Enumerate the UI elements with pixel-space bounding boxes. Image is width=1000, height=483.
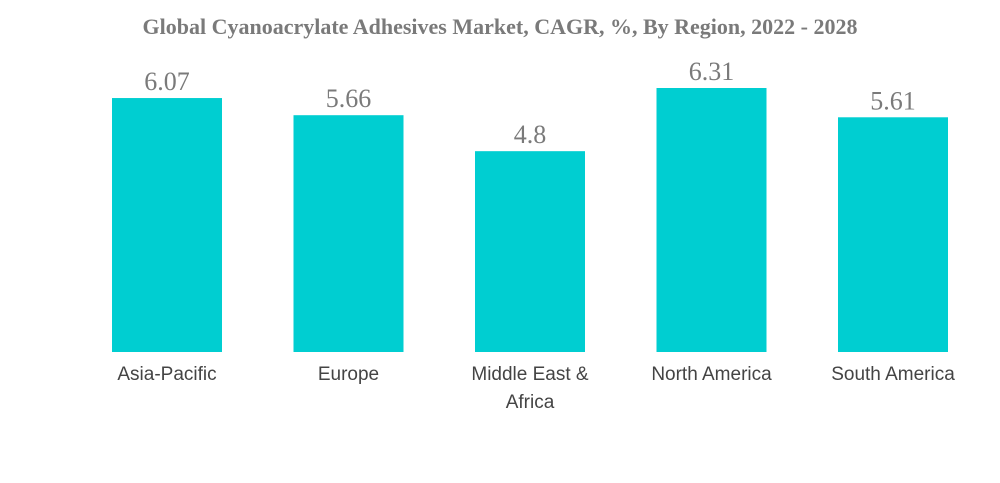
x-tick-label-line: Middle East &: [471, 364, 589, 385]
data-label-asia-pacific: 6.07: [144, 67, 190, 96]
data-label-south-america: 5.61: [870, 86, 916, 115]
bar-south-america: [838, 117, 948, 352]
value-labels-group: 6.07 5.66 4.8 6.31 5.61: [144, 57, 916, 149]
x-tick-label-line: North America: [651, 364, 772, 385]
x-tick-label-europe: Europe: [318, 364, 379, 385]
data-label-middle-east-africa: 4.8: [514, 120, 547, 149]
chart-title: Global Cyanoacrylate Adhesives Market, C…: [142, 14, 858, 39]
x-tick-label-line: South America: [831, 364, 955, 385]
x-tick-label-line: Asia-Pacific: [117, 364, 216, 385]
x-tick-label-north-america: North America: [651, 364, 772, 385]
x-tick-label-south-america: South America: [831, 364, 955, 385]
data-label-europe: 5.66: [326, 84, 372, 113]
bars-group: [112, 88, 948, 353]
x-tick-label-middle-east-africa: Middle East & Africa: [471, 364, 589, 413]
bar-europe: [293, 115, 404, 352]
bar-north-america: [656, 88, 767, 352]
x-tick-labels-group: Asia-Pacific Europe Middle East & Africa Nor…: [117, 364, 955, 413]
x-tick-label-asia-pacific: Asia-Pacific: [117, 364, 216, 385]
x-tick-label-line: Africa: [506, 392, 555, 413]
bar-asia-pacific: [112, 98, 222, 353]
x-tick-label-line: Europe: [318, 364, 379, 385]
data-label-north-america: 6.31: [689, 57, 735, 86]
bar-middle-east-africa: [475, 151, 585, 352]
